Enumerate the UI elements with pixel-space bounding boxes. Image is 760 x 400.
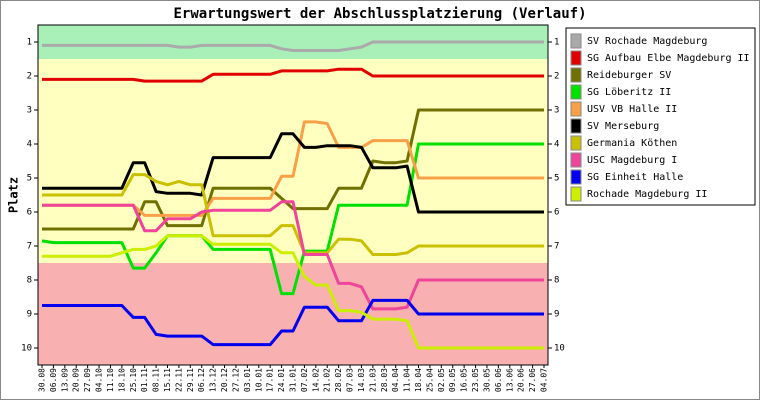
series-line xyxy=(42,132,544,214)
series-line xyxy=(42,298,544,347)
y-tick-label-right: 4 xyxy=(554,140,559,150)
x-tick-label: 10.01 xyxy=(254,368,263,392)
x-tick-label: 21.02 xyxy=(323,368,332,392)
legend-swatch xyxy=(570,169,582,185)
x-tick-label: 13.06 xyxy=(505,368,514,392)
x-tick-label: 30.08 xyxy=(38,368,47,392)
legend-label: Rochade Magdeburg II xyxy=(587,189,707,200)
x-tick-label: 27.12 xyxy=(231,368,240,392)
legend-label: SG Aufbau Elbe Magdeburg II xyxy=(587,53,750,64)
x-tick-label: 25.04 xyxy=(425,368,434,392)
y-tick-label: 10 xyxy=(21,344,32,354)
x-tick-label: 08.11 xyxy=(152,368,161,392)
x-tick-label: 04.07 xyxy=(540,368,549,392)
y-axis-label: Platz xyxy=(7,177,21,213)
legend-label: USC Magdeburg I xyxy=(587,155,677,166)
x-tick-label: 30.05 xyxy=(482,368,491,392)
x-tick-label: 15.11 xyxy=(163,368,172,392)
x-tick-label: 14.02 xyxy=(311,368,320,392)
x-tick-label: 31.01 xyxy=(289,368,298,392)
y-tick-label-right: 6 xyxy=(554,208,559,218)
series-line xyxy=(42,173,544,256)
y-tick-label-right: 10 xyxy=(554,344,565,354)
legend-label: SG Einheit Halle xyxy=(587,172,683,183)
y-tick-label: 5 xyxy=(27,174,32,184)
x-tick-label: 18.10 xyxy=(117,368,126,392)
y-tick-label-right: 7 xyxy=(554,242,559,252)
x-tick-label: 04.10 xyxy=(95,368,104,392)
series-line xyxy=(42,234,544,350)
x-tick-label: 06.06 xyxy=(494,368,503,392)
x-tick-label: 21.03 xyxy=(368,368,377,392)
legend-swatch xyxy=(570,101,582,117)
x-tick-label: 11.10 xyxy=(106,368,115,392)
x-tick-label: 01.11 xyxy=(140,368,149,392)
legend xyxy=(565,27,756,206)
x-tick-label: 20.12 xyxy=(220,368,229,392)
legend-label: Germania Köthen xyxy=(587,138,677,149)
legend-label: USV VB Halle II xyxy=(587,104,677,115)
x-tick-label: 20.06 xyxy=(517,368,526,392)
x-tick-label: 17.01 xyxy=(266,368,275,392)
series-line xyxy=(42,200,544,311)
x-tick-label: 25.10 xyxy=(129,368,138,392)
x-tick-label: 09.05 xyxy=(448,368,457,392)
x-tick-label: 16.05 xyxy=(460,368,469,392)
background-band xyxy=(38,59,548,263)
x-tick-label: 22.11 xyxy=(174,368,183,392)
y-tick-label: 9 xyxy=(27,310,32,320)
x-tick-label: 20.09 xyxy=(72,368,81,392)
series-line xyxy=(42,67,544,83)
x-tick-label: 06.09 xyxy=(49,368,58,392)
legend-swatch xyxy=(570,135,582,151)
legend-label: SG Löberitz II xyxy=(587,87,671,98)
legend-label: Reideburger SV xyxy=(587,70,671,81)
legend-swatch xyxy=(570,67,582,83)
x-tick-label: 28.03 xyxy=(380,368,389,392)
x-tick-label: 14.03 xyxy=(357,368,366,392)
x-tick-label: 27.09 xyxy=(83,368,92,392)
x-tick-label: 27.06 xyxy=(528,368,537,392)
y-tick-label-right: 3 xyxy=(554,106,559,116)
x-tick-label: 06.12 xyxy=(197,368,206,392)
legend-swatch xyxy=(570,152,582,168)
chart-title: Erwartungswert der Abschlussplatzierung … xyxy=(173,6,586,22)
plot xyxy=(41,40,544,350)
x-tick-label: 07.02 xyxy=(300,368,309,392)
x-tick-label: 24.01 xyxy=(277,368,286,392)
x-tick-label: 04.04 xyxy=(391,368,400,392)
x-tick-label: 29.11 xyxy=(186,368,195,392)
y-tick-label: 7 xyxy=(27,242,32,252)
x-tick-label: 02.05 xyxy=(437,368,446,392)
y-tick-label: 3 xyxy=(27,106,32,116)
x-tick-label: 28.02 xyxy=(334,368,343,392)
legend-swatch xyxy=(570,186,582,202)
x-tick-label: 23.05 xyxy=(471,368,480,392)
y-tick-label-right: 2 xyxy=(554,72,559,82)
x-tick-label: 03.01 xyxy=(243,368,252,392)
x-tick-label: 13.09 xyxy=(60,368,69,392)
legend-label: SV Rochade Magdeburg xyxy=(587,36,707,47)
y-tick-label-right: 8 xyxy=(554,276,559,286)
y-tick-label-right: 5 xyxy=(554,174,559,184)
x-tick-label: 07.03 xyxy=(346,368,355,392)
legend-swatch xyxy=(570,118,582,134)
y-tick-label: 6 xyxy=(27,208,32,218)
y-tick-label-right: 1 xyxy=(554,38,559,48)
x-tick-label: 11.04 xyxy=(403,368,412,392)
legend-swatch xyxy=(570,84,582,100)
x-tick-label: 18.04 xyxy=(414,368,423,392)
legend-label: SV Merseburg xyxy=(587,121,659,132)
y-tick-label: 8 xyxy=(27,276,32,286)
y-tick-label-right: 9 xyxy=(554,310,559,320)
y-tick-label: 2 xyxy=(27,72,32,82)
x-tick-label: 13.12 xyxy=(209,368,218,392)
legend-swatch xyxy=(570,50,582,66)
legend-swatch xyxy=(570,33,582,49)
y-tick-label: 4 xyxy=(27,140,32,150)
y-tick-label: 1 xyxy=(27,38,32,48)
series-line xyxy=(42,40,544,52)
